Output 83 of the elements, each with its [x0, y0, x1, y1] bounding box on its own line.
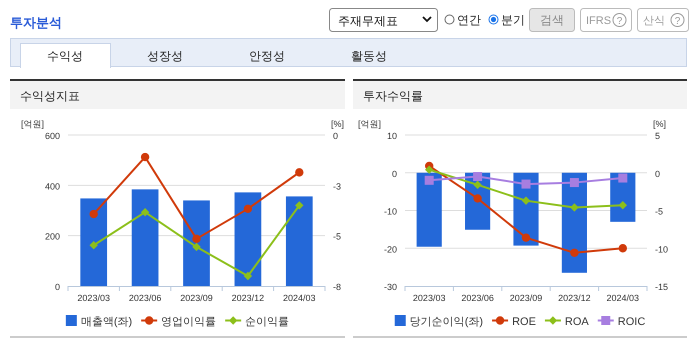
y-axis-title: [억원]: [358, 119, 382, 129]
y2-tick-label: -8: [333, 282, 342, 292]
y-tick-label: 600: [44, 131, 60, 141]
y-axis-title: [억원]: [21, 119, 44, 129]
x-tick-label: 2023/12: [232, 293, 264, 303]
bar: [286, 196, 313, 286]
y2-axis-title: [%]: [331, 119, 344, 129]
x-tick-label: 2023/09: [510, 293, 542, 303]
x-tick-label: 2023/03: [412, 293, 446, 303]
text: 수익성: [47, 49, 83, 63]
point: [140, 152, 150, 162]
text: 산식: [643, 15, 665, 27]
y2-tick-label: 0: [333, 131, 338, 141]
x-tick-label: 2024/03: [283, 293, 316, 303]
legend-label: 영업이익률: [161, 316, 216, 328]
y2-tick-label: -10: [655, 244, 668, 254]
y-tick-label: 10: [386, 131, 397, 141]
y-tick-label: -30: [384, 282, 397, 292]
point: [570, 248, 579, 257]
y-tick-label: 400: [44, 181, 60, 192]
y2-tick-label: -15: [655, 282, 668, 292]
text: 주재무제표: [338, 14, 398, 28]
point: [473, 172, 482, 182]
text: 투자분석: [10, 15, 62, 30]
y-tick-label: 200: [44, 232, 60, 242]
point: [140, 208, 150, 216]
chart-title: 수익성지표: [20, 89, 80, 103]
x-tick-label: 2023/09: [180, 293, 213, 303]
point: [618, 174, 628, 183]
point: [192, 234, 201, 244]
x-tick-label: 2023/03: [77, 293, 110, 303]
legend-label: ROA: [564, 316, 590, 328]
bar: [234, 192, 262, 286]
legend-label: 매출액(좌): [80, 316, 132, 328]
y-tick-label: -10: [384, 206, 397, 216]
point: [244, 204, 252, 213]
y2-tick-label: 0: [655, 168, 660, 179]
point: [618, 201, 627, 210]
y2-tick-label: -5: [655, 206, 664, 216]
point: [570, 178, 579, 188]
x-tick-label: 2023/06: [128, 293, 162, 303]
point: [424, 176, 434, 185]
y2-tick-label: 5: [655, 131, 660, 141]
chart-title: 투자수익률: [363, 89, 423, 103]
bar: [183, 200, 210, 286]
point: [192, 242, 201, 252]
point: [522, 196, 530, 205]
bar: [80, 198, 108, 286]
text: 활동성: [351, 49, 387, 63]
legend-label: ROIC: [618, 316, 646, 328]
text: ?: [674, 16, 681, 27]
point: [425, 166, 434, 174]
bar: [132, 189, 158, 286]
point: [244, 272, 252, 280]
y-tick-label: -20: [384, 244, 397, 254]
legend-label: 당기순이익(좌): [410, 316, 484, 328]
point: [295, 201, 304, 210]
x-tick-label: 2023/06: [461, 293, 494, 303]
legend-label: 순이익률: [245, 316, 290, 328]
point: [618, 244, 627, 252]
y-tick-label: 0: [54, 282, 60, 292]
point: [473, 194, 482, 203]
text: IFRS: [586, 15, 612, 27]
legend-label: ROE: [512, 316, 536, 328]
point: [90, 210, 98, 218]
x-tick-label: 2024/03: [606, 293, 640, 303]
y2-tick-label: -5: [333, 232, 342, 242]
y2-axis-title: [%]: [653, 119, 666, 129]
text: 검색: [540, 13, 564, 27]
text: ?: [616, 16, 623, 27]
text: 연간: [457, 13, 481, 27]
point: [295, 168, 304, 177]
point: [90, 241, 98, 250]
point: [570, 203, 579, 212]
x-tick-label: 2023/12: [558, 293, 591, 303]
point: [522, 180, 530, 189]
y2-tick-label: -3: [333, 181, 342, 192]
text: 안정성: [249, 49, 285, 63]
point: [473, 180, 482, 190]
text: 성장성: [147, 49, 183, 63]
point: [522, 233, 530, 242]
text: 분기: [501, 13, 525, 27]
y-tick-label: 0: [392, 168, 397, 179]
